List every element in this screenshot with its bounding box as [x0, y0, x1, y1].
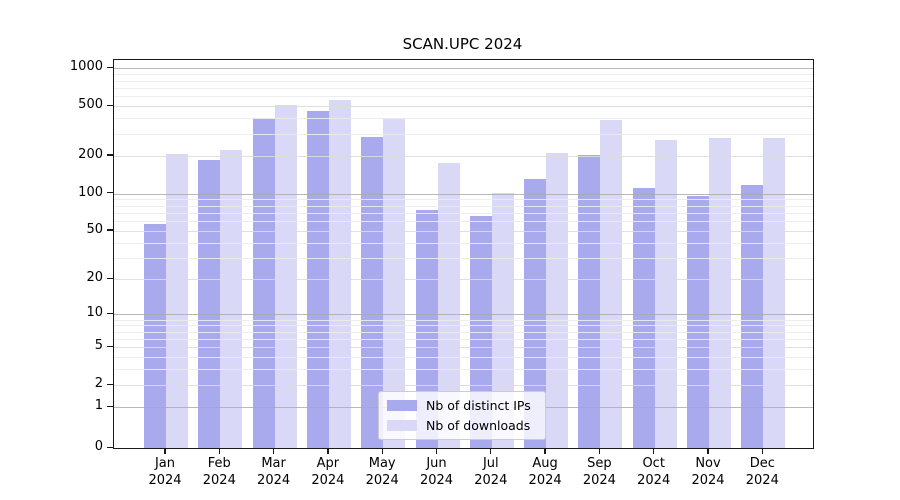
y-tick-mark — [107, 312, 113, 315]
y-tick-mark — [107, 277, 113, 279]
legend-label-downloads: Nb of downloads — [426, 418, 531, 433]
y-tick-label: 5 — [94, 338, 103, 354]
x-tick-mark — [327, 448, 329, 454]
bar-distinct-ips — [415, 210, 438, 448]
y-tick-mark — [107, 192, 113, 194]
x-tick-mark — [272, 448, 275, 454]
x-tick-mark — [653, 448, 655, 454]
x-tick-mark — [761, 448, 763, 454]
y-tick-mark — [107, 154, 113, 156]
y-tick-label: 200 — [78, 146, 103, 162]
bar-downloads — [654, 139, 677, 448]
bar-distinct-ips — [252, 118, 275, 448]
y-tick-label: 1 — [94, 398, 103, 414]
x-tick-label: Oct 2024 — [637, 456, 671, 488]
plot-area — [113, 59, 814, 449]
x-tick-label: May 2024 — [365, 456, 399, 488]
x-tick-label: Jan 2024 — [148, 456, 182, 488]
bar-distinct-ips — [741, 184, 764, 448]
bars-layer — [114, 60, 813, 448]
y-tick-mark — [107, 104, 113, 107]
x-tick-label: Feb 2024 — [202, 456, 236, 488]
y-tick-label: 10 — [86, 305, 103, 321]
bar-downloads — [763, 138, 786, 448]
bar-distinct-ips — [687, 195, 709, 448]
bar-downloads — [328, 100, 351, 448]
x-tick-label: Mar 2024 — [257, 456, 291, 488]
bar-downloads — [166, 154, 188, 448]
x-tick-label: Nov 2024 — [691, 456, 725, 488]
x-tick-label: Aug 2024 — [528, 456, 562, 488]
y-tick-label: 50 — [86, 221, 103, 237]
bar-downloads — [220, 150, 243, 448]
x-tick-mark — [707, 448, 709, 454]
x-tick-label: Jul 2024 — [474, 456, 508, 488]
x-tick-mark — [598, 448, 601, 454]
x-tick-mark — [381, 448, 383, 454]
x-tick-label: Sep 2024 — [582, 456, 616, 488]
y-tick-mark — [107, 229, 113, 231]
chart-title: SCAN.UPC 2024 — [402, 35, 523, 53]
legend-entry-distinct-ips: Nb of distinct IPs — [387, 398, 545, 413]
legend-label-distinct-ips: Nb of distinct IPs — [426, 398, 531, 413]
bar-distinct-ips — [524, 179, 547, 448]
bar-distinct-ips — [198, 160, 221, 448]
bar-downloads — [437, 162, 460, 448]
x-tick-label: Apr 2024 — [311, 456, 345, 488]
y-tick-label: 20 — [86, 270, 103, 286]
bar-distinct-ips — [144, 223, 166, 448]
y-tick-label: 500 — [78, 97, 103, 113]
bar-distinct-ips — [632, 188, 655, 448]
bar-distinct-ips — [306, 110, 329, 448]
bar-downloads — [383, 118, 406, 448]
y-tick-label: 1000 — [69, 59, 103, 75]
x-tick-label: Jun 2024 — [419, 456, 454, 488]
legend-swatch-downloads — [387, 420, 417, 431]
bar-downloads — [546, 153, 569, 448]
y-tick-label: 100 — [78, 184, 103, 200]
bar-distinct-ips — [578, 154, 601, 448]
x-tick-mark — [218, 448, 220, 454]
y-tick-label: 2 — [94, 376, 103, 392]
y-tick-mark — [107, 345, 113, 348]
bar-downloads — [600, 119, 623, 448]
legend-entry-downloads: Nb of downloads — [387, 418, 545, 433]
legend-swatch-distinct-ips — [387, 400, 417, 411]
bar-downloads — [709, 138, 731, 448]
x-tick-label: Dec 2024 — [745, 456, 779, 488]
x-tick-mark — [544, 448, 546, 454]
x-tick-mark — [164, 448, 166, 454]
bar-downloads — [274, 104, 297, 448]
y-tick-mark — [107, 446, 113, 448]
x-tick-mark — [490, 448, 492, 454]
y-tick-label: 0 — [94, 439, 103, 454]
legend: Nb of distinct IPs Nb of downloads — [378, 391, 546, 440]
y-tick-mark — [107, 383, 113, 385]
x-tick-mark — [435, 448, 438, 454]
y-tick-mark — [107, 405, 113, 408]
y-tick-mark — [107, 66, 113, 69]
